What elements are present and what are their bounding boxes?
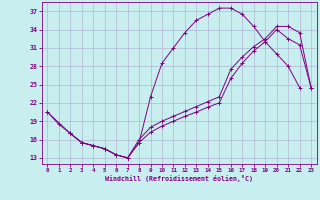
X-axis label: Windchill (Refroidissement éolien,°C): Windchill (Refroidissement éolien,°C)	[105, 175, 253, 182]
